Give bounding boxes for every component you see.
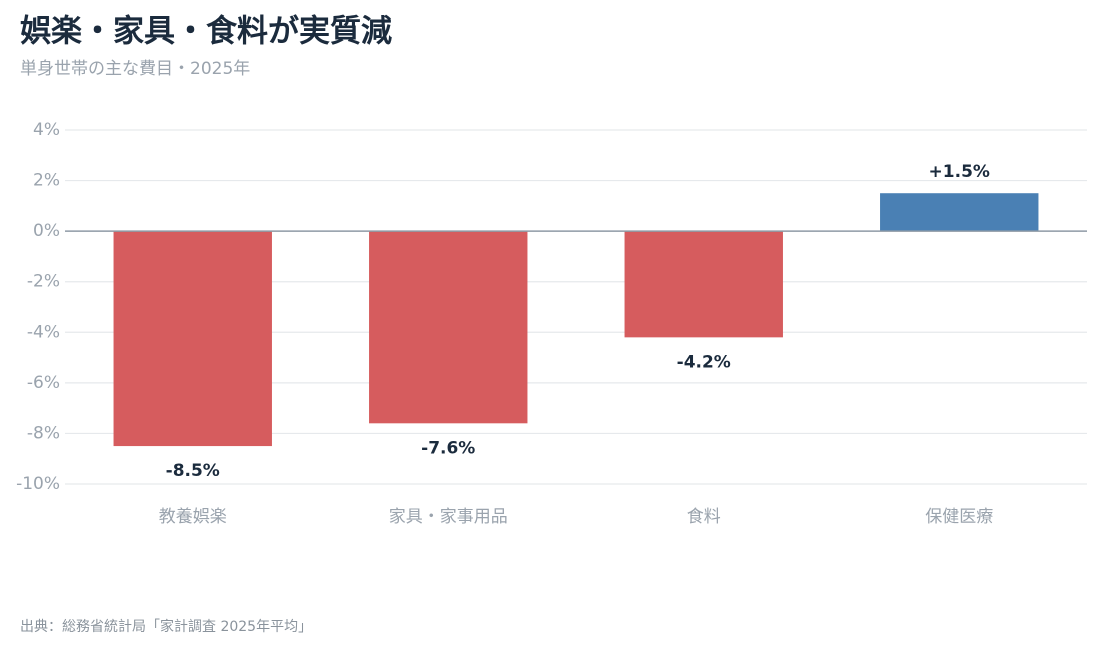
chart-subtitle: 単身世帯の主な費目・2025年 — [20, 59, 250, 79]
value-label: -8.5% — [166, 461, 220, 481]
y-tick-label: 2% — [33, 171, 60, 191]
x-tick-label: 教養娯楽 — [159, 507, 227, 527]
y-tick-label: 0% — [33, 221, 60, 241]
x-tick-label: 家具・家事用品 — [389, 507, 508, 527]
x-tick-label: 食料 — [687, 507, 721, 527]
y-tick-label: -4% — [27, 322, 60, 342]
x-tick-label: 保健医療 — [925, 507, 993, 527]
y-tick-label: 4% — [33, 120, 60, 140]
bar — [369, 231, 528, 424]
source-note: 出典：総務省統計局「家計調査 2025年平均」 — [20, 618, 312, 635]
value-label: -4.2% — [677, 352, 731, 372]
y-tick-label: -10% — [16, 474, 60, 494]
value-label: -7.6% — [421, 438, 475, 458]
value-label: +1.5% — [929, 162, 990, 182]
bar — [113, 231, 272, 447]
bar — [624, 231, 783, 338]
y-tick-label: -8% — [27, 423, 60, 443]
chart-title: 娯楽・家具・食料が実質減 — [20, 14, 392, 50]
y-tick-label: -2% — [27, 272, 60, 292]
y-tick-label: -6% — [27, 373, 60, 393]
bar — [880, 193, 1039, 232]
